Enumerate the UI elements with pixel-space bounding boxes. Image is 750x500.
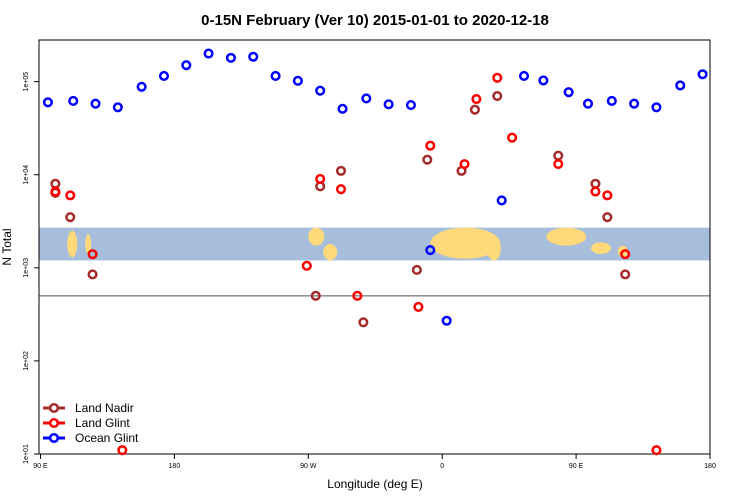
data-point	[441, 315, 452, 326]
data-point	[112, 102, 123, 113]
data-point	[181, 60, 192, 71]
data-point	[203, 48, 214, 59]
data-point	[87, 269, 98, 280]
data-point	[582, 98, 594, 109]
map-landmass	[67, 230, 78, 258]
data-point	[335, 165, 347, 176]
data-point	[422, 154, 433, 165]
data-point	[65, 190, 76, 201]
map-landmass	[546, 227, 587, 246]
data-point	[405, 100, 417, 111]
data-point	[590, 178, 601, 189]
data-point	[292, 75, 303, 86]
data-point	[492, 90, 503, 102]
points-layer	[42, 48, 708, 456]
map-ocean	[39, 227, 710, 261]
x-tick-label: 90 E	[569, 463, 584, 470]
data-point	[492, 72, 503, 83]
data-point	[459, 159, 470, 170]
x-tick-label: 90 W	[300, 463, 317, 470]
plot-frame	[38, 39, 711, 455]
data-point	[620, 269, 631, 280]
data-point	[563, 87, 574, 98]
y-axis: 1e+01 1e+02 1e+03 1e+04 1e+05	[23, 72, 39, 464]
data-point	[136, 81, 147, 92]
data-point	[590, 186, 601, 197]
data-point	[90, 98, 101, 109]
map-landmass	[323, 244, 338, 261]
data-point	[469, 104, 480, 115]
map-landmass	[308, 227, 325, 246]
data-point	[507, 132, 518, 143]
data-point	[553, 150, 564, 161]
map-landmass	[486, 237, 501, 261]
data-point	[606, 95, 617, 107]
chart-title: 0-15N February (Ver 10) 2015-01-01 to 20…	[201, 12, 549, 29]
data-point	[602, 212, 613, 223]
data-point	[352, 290, 363, 301]
data-point	[602, 190, 613, 201]
legend-marker	[48, 432, 60, 444]
data-point	[301, 260, 312, 271]
data-point	[383, 99, 394, 110]
data-point	[315, 173, 326, 185]
legend-marker	[48, 402, 60, 414]
x-tick-label: 0	[440, 463, 444, 470]
data-point	[42, 97, 53, 108]
y-tick-label: 1e+02	[23, 351, 30, 371]
data-point	[496, 195, 507, 206]
data-point	[358, 317, 369, 328]
y-axis-label: N Total	[0, 228, 14, 265]
data-point	[697, 69, 708, 80]
map-landmass	[85, 234, 92, 254]
data-point	[411, 264, 422, 275]
legend-label: Land Nadir	[75, 401, 134, 415]
data-point	[68, 95, 79, 107]
data-point	[538, 75, 549, 86]
legend-label: Ocean Glint	[75, 431, 139, 445]
data-point	[361, 93, 372, 104]
data-point	[225, 52, 236, 63]
data-point	[87, 249, 98, 260]
y-tick-label: 1e+05	[23, 72, 30, 92]
legend-label: Land Glint	[75, 416, 130, 430]
map-strip	[39, 227, 710, 261]
data-point	[248, 51, 259, 62]
data-point	[117, 445, 128, 456]
x-axis: 90 E 180 90 W 0 90 E 180	[33, 454, 716, 470]
x-tick-label: 180	[169, 463, 181, 470]
data-point	[413, 301, 424, 312]
data-point	[158, 70, 170, 82]
data-point	[425, 140, 436, 151]
x-tick-label: 90 E	[33, 463, 48, 470]
data-point	[620, 249, 631, 260]
data-point	[651, 445, 662, 456]
map-landmass	[430, 227, 501, 259]
data-point	[310, 290, 321, 301]
y-tick-label: 1e+01	[23, 444, 30, 464]
data-point	[270, 70, 281, 82]
x-tick-label: 180	[704, 463, 716, 470]
data-point	[518, 70, 530, 82]
data-point	[675, 80, 686, 91]
data-point	[65, 212, 76, 223]
data-point	[629, 98, 640, 109]
data-point	[553, 159, 564, 170]
data-point	[471, 93, 482, 105]
data-point	[50, 178, 61, 189]
x-axis-label: Longitude (deg E)	[327, 477, 422, 491]
data-point	[50, 186, 61, 197]
data-point	[425, 245, 436, 256]
data-point	[651, 102, 662, 113]
data-point	[335, 184, 347, 195]
map-landmass	[590, 242, 611, 254]
legend-marker	[48, 417, 60, 429]
data-point	[337, 103, 348, 114]
data-point	[315, 85, 326, 96]
y-tick-label: 1e+04	[23, 165, 30, 185]
y-tick-label: 1e+03	[23, 258, 30, 278]
